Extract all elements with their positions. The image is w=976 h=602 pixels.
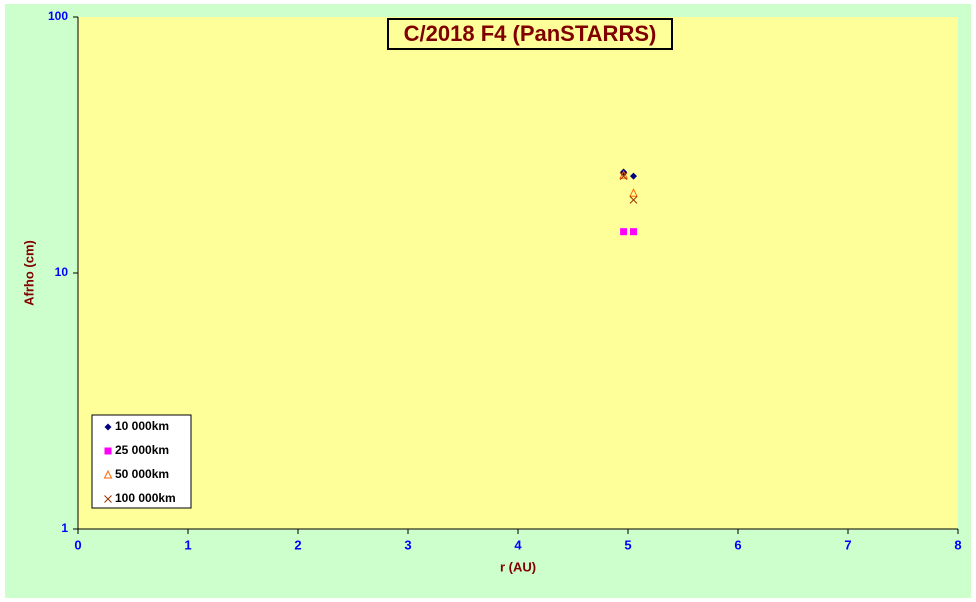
plot-area: [78, 17, 958, 529]
x-axis-label: r (AU): [500, 559, 536, 574]
y-tick-label: 100: [48, 9, 68, 23]
x-tick-label: 8: [954, 537, 961, 552]
y-axis-label: Afrho (cm): [21, 240, 36, 306]
title-box: [387, 18, 673, 50]
legend-label: 25 000km: [115, 443, 169, 457]
chart-title: C/2018 F4 (PanSTARRS): [404, 21, 657, 46]
legend-marker: [104, 423, 112, 431]
x-tick-label: 0: [74, 537, 81, 552]
data-point: [630, 228, 637, 236]
data-point: [629, 196, 638, 204]
y-tick-label: 1: [61, 521, 68, 535]
data-point: [620, 228, 628, 236]
legend-marker: [104, 447, 112, 455]
legend: [91, 414, 192, 509]
x-tick-label: 5: [624, 537, 631, 552]
x-tick-label: 2: [294, 537, 301, 552]
legend-label: 50 000km: [115, 467, 169, 481]
x-tick-label: 4: [514, 537, 522, 552]
y-tick-label: 10: [55, 265, 69, 279]
legend-marker: [103, 469, 113, 479]
data-point: [629, 188, 638, 197]
legend-marker: [104, 495, 112, 503]
x-tick-label: 7: [844, 537, 851, 552]
x-tick-label: 6: [734, 537, 741, 552]
data-point: [630, 172, 637, 180]
data-point: [619, 172, 628, 180]
x-tick-label: 3: [404, 537, 411, 552]
legend-label: 10 000km: [115, 419, 169, 433]
x-tick-label: 1: [184, 537, 191, 552]
legend-label: 100 000km: [115, 491, 176, 505]
